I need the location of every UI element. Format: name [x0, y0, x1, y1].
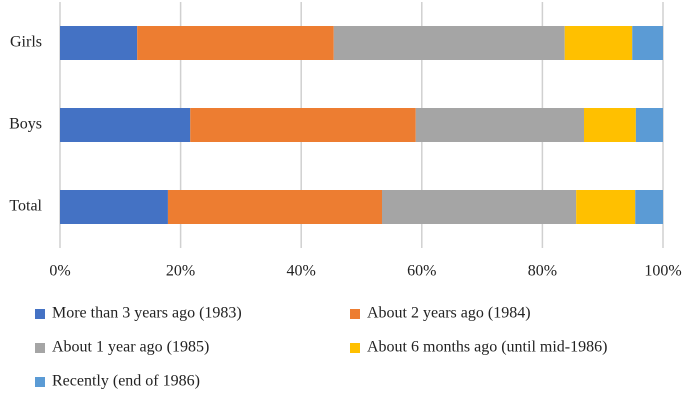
bar-segment: [632, 26, 663, 60]
bar-segment: [333, 26, 565, 60]
y-tick-label: Boys: [9, 116, 42, 133]
y-tick-label: Girls: [10, 34, 42, 51]
legend-label: More than 3 years ago (1983): [52, 305, 242, 322]
x-tick-label: 20%: [166, 263, 195, 280]
bar-segment: [137, 26, 334, 60]
x-tick-label: 100%: [644, 263, 681, 280]
bar-segment: [564, 26, 633, 60]
bar-segment: [167, 190, 383, 224]
bar-segment: [190, 108, 416, 142]
bar-segment: [60, 108, 191, 142]
legend-swatch: [350, 343, 360, 353]
legend-label: About 1 year ago (1985): [52, 339, 209, 356]
legend-swatch: [350, 309, 360, 319]
x-tick-label: 80%: [528, 263, 557, 280]
legend-label: Recently (end of 1986): [52, 373, 200, 390]
legend-swatch: [35, 377, 45, 387]
x-tick-label: 60%: [407, 263, 436, 280]
legend-swatch: [35, 343, 45, 353]
bar-segment: [584, 108, 636, 142]
bar-segment: [60, 190, 168, 224]
bar-segment: [635, 190, 663, 224]
legend-swatch: [35, 309, 45, 319]
bar-segment: [635, 108, 663, 142]
x-tick-label: 40%: [287, 263, 316, 280]
bar-segment: [576, 190, 636, 224]
legend-label: About 2 years ago (1984): [367, 305, 531, 322]
bar-segment: [415, 108, 585, 142]
bar-segment: [60, 26, 138, 60]
bar-segment: [382, 190, 577, 224]
x-tick-label: 0%: [49, 263, 70, 280]
y-tick-label: Total: [9, 198, 42, 215]
legend-label: About 6 months ago (until mid-1986): [367, 339, 607, 356]
